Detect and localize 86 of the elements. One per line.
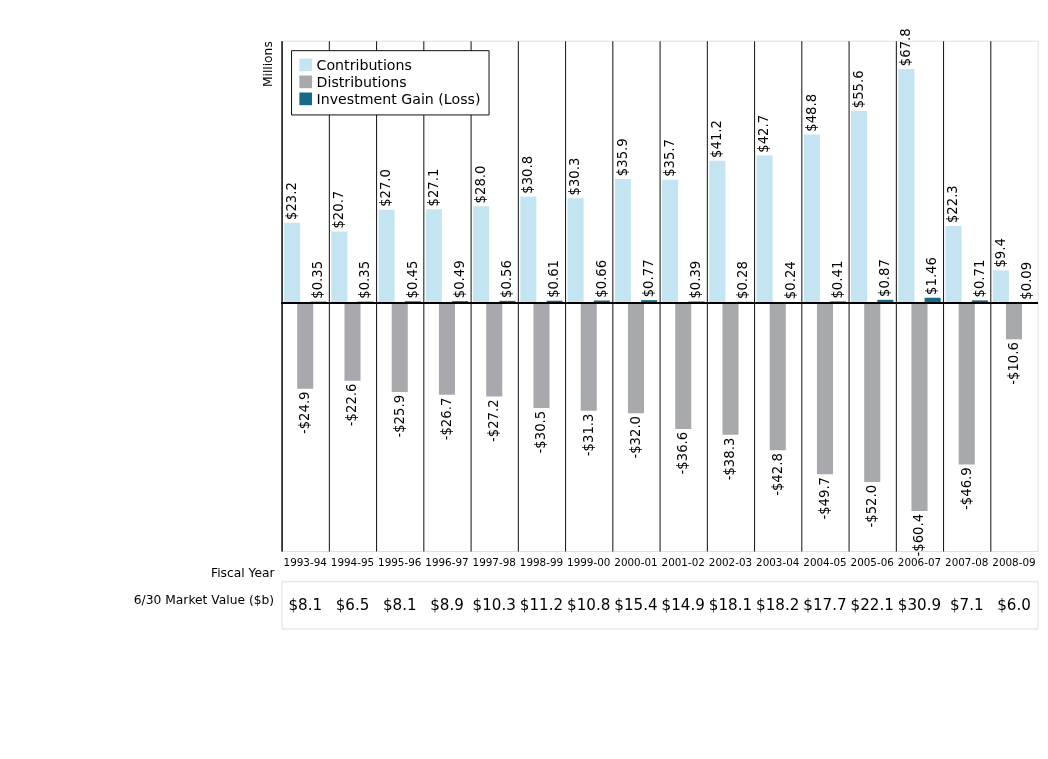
data-label: $42.7 [756, 114, 772, 153]
text: $8.1 [382, 595, 417, 614]
data-label: -$30.5 [533, 410, 549, 454]
text: $6.0 [997, 595, 1031, 614]
data-label: $9.4 [992, 238, 1008, 268]
text: $15.4 [614, 595, 658, 614]
data-label: $0.45 [404, 260, 420, 299]
data-label: -$22.6 [344, 383, 360, 427]
legend-label: Distributions [316, 73, 407, 90]
data-label: -$38.3 [722, 437, 738, 481]
x-tick-label: 2001-02 [661, 555, 705, 568]
x-tick-label: 1999-00 [567, 555, 611, 568]
text: 6/30 Market Value ($b) [133, 592, 275, 607]
x-tick-label: 2005-06 [850, 555, 894, 568]
data-label: $23.2 [283, 182, 299, 220]
data-label: $28.0 [472, 165, 488, 204]
data-label: $0.35 [310, 260, 326, 299]
text: $11.2 [519, 595, 564, 614]
x-tick-label: 2008-09 [992, 555, 1036, 568]
data-label: -$10.6 [1005, 342, 1021, 385]
text: $8.1 [288, 595, 323, 614]
x-axis-title: Fiscal Year [211, 566, 276, 581]
data-label: $0.61 [546, 260, 562, 298]
text: $18.1 [708, 595, 753, 614]
data-label: $22.3 [945, 185, 961, 224]
text: $6.5 [335, 595, 370, 614]
data-label: $0.28 [735, 261, 751, 299]
x-tick-label: 2003-04 [756, 555, 800, 568]
data-label: -$32.0 [627, 415, 643, 459]
data-label: -$31.3 [580, 413, 596, 457]
data-label: $0.77 [640, 259, 656, 298]
x-tick-label: 1998-99 [519, 555, 564, 568]
legend-label: Investment Gain (Loss) [316, 90, 481, 107]
data-label: $1.46 [924, 257, 940, 295]
data-label: $30.3 [567, 157, 583, 196]
text: $17.7 [803, 595, 847, 614]
legend-label: Contributions [316, 56, 412, 73]
data-label: $41.2 [709, 120, 725, 158]
y-axis-title: Millions [260, 41, 275, 88]
text: $14.9 [661, 595, 705, 614]
text: $10.3 [472, 595, 516, 614]
text: $7.1 [949, 595, 984, 614]
x-tick-label: 1997-98 [472, 555, 516, 568]
x-tick-label: 2002-03 [708, 555, 753, 568]
data-label: $35.9 [614, 138, 630, 177]
data-label: $0.41 [829, 260, 845, 299]
x-tick-label: 2006-07 [897, 555, 942, 568]
data-label: -$52.0 [864, 484, 880, 528]
data-label: $0.49 [451, 260, 467, 299]
text: $10.8 [567, 595, 611, 614]
data-label: $0.71 [971, 259, 987, 298]
text: $18.2 [756, 595, 800, 614]
data-label: -$49.7 [816, 476, 832, 520]
data-label: $35.7 [661, 139, 677, 177]
data-label: $0.87 [877, 259, 893, 297]
data-label: -$46.9 [958, 467, 974, 510]
x-tick-label: 1993-94 [283, 555, 328, 568]
data-label: $0.39 [688, 260, 704, 299]
data-label: -$42.8 [769, 453, 785, 496]
data-label: -$27.2 [486, 399, 502, 443]
x-tick-label: 2000-01 [614, 555, 658, 568]
x-tick-label: 1996-97 [425, 555, 469, 568]
data-label: $0.24 [782, 261, 798, 300]
data-label: $0.66 [593, 259, 609, 298]
data-label: -$60.4 [911, 513, 927, 557]
data-label: $0.56 [499, 260, 515, 299]
x-tick-label: 1995-96 [378, 555, 422, 568]
data-label: -$26.7 [438, 397, 454, 441]
data-label: $55.6 [850, 70, 866, 109]
data-label: $30.8 [520, 155, 536, 194]
data-label: $0.09 [1018, 261, 1034, 300]
data-label: -$36.6 [675, 431, 691, 475]
data-label: $67.8 [898, 28, 914, 67]
text: $30.9 [897, 595, 942, 614]
data-label: $27.0 [378, 169, 394, 207]
data-label: $20.7 [331, 190, 347, 229]
x-tick-label: 1994-95 [330, 555, 375, 568]
data-label: $48.8 [803, 93, 819, 132]
data-label: $0.35 [357, 260, 373, 299]
data-label: -$25.9 [391, 394, 407, 438]
x-tick-label: 2004-05 [803, 555, 847, 568]
data-label: $27.1 [425, 168, 441, 207]
text: $8.9 [430, 595, 464, 614]
x-tick-label: 2007-08 [945, 555, 989, 568]
text: $22.1 [850, 595, 894, 614]
data-label: -$24.9 [297, 391, 313, 435]
